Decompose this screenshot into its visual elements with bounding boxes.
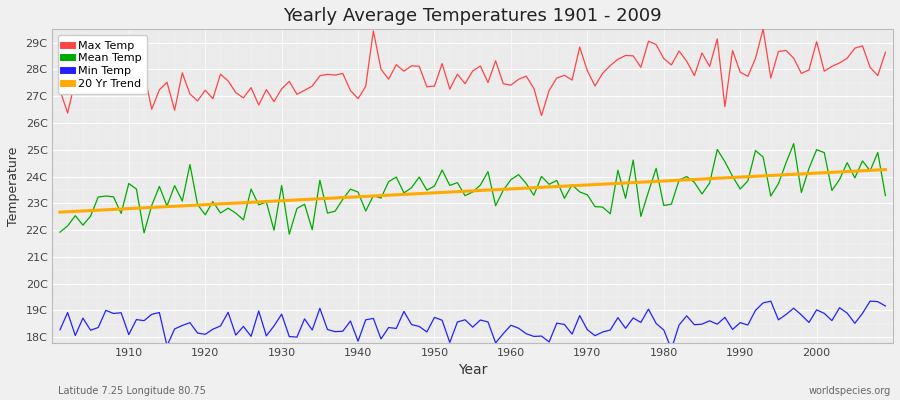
X-axis label: Year: Year bbox=[458, 363, 488, 377]
Legend: Max Temp, Mean Temp, Min Temp, 20 Yr Trend: Max Temp, Mean Temp, Min Temp, 20 Yr Tre… bbox=[58, 35, 147, 94]
Y-axis label: Temperature: Temperature bbox=[7, 146, 20, 226]
Text: Latitude 7.25 Longitude 80.75: Latitude 7.25 Longitude 80.75 bbox=[58, 386, 206, 396]
Title: Yearly Average Temperatures 1901 - 2009: Yearly Average Temperatures 1901 - 2009 bbox=[284, 7, 662, 25]
Text: worldspecies.org: worldspecies.org bbox=[809, 386, 891, 396]
